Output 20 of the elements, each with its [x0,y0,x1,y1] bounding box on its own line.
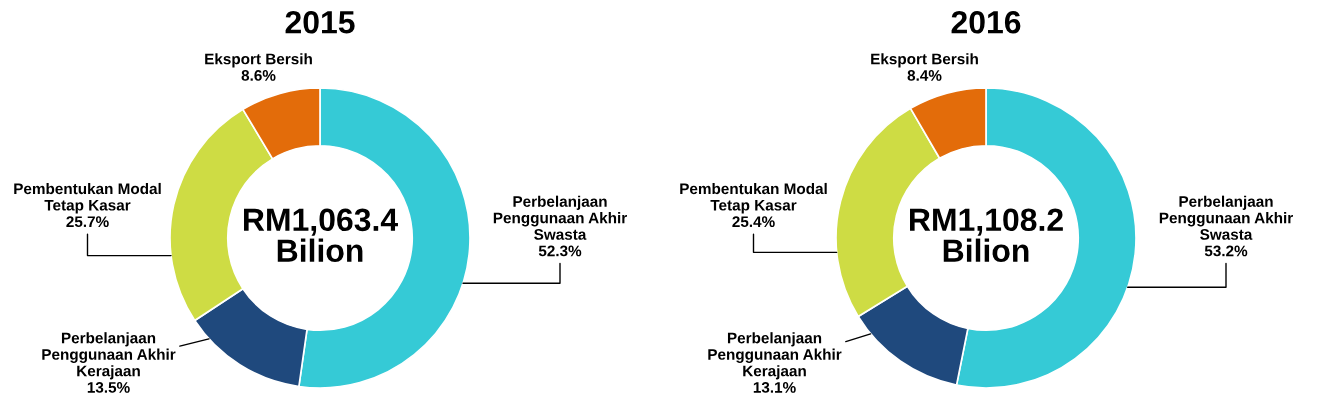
data-label: 8.6% [241,70,276,81]
slice-label: Perbelanjaan Penggunaan Akhir Kerajaan [42,332,176,380]
data-label: 13.5% [87,382,130,393]
data-label: 8.4% [907,70,942,81]
data-label: 25.4% [732,216,775,228]
chart-title: 2015 [285,10,355,34]
data-label: 25.7% [66,216,109,228]
slice-label: Eksport Bersih [205,53,312,68]
slice-label: Pembentukan Modal Tetap Kasar [14,182,161,214]
text: RM1,108.2 Bilion [910,208,1063,263]
data-label: 13.1% [753,382,796,393]
slice-label: Perbelanjaan Penggunaan Akhir Swasta [1159,195,1293,240]
data-label: 53.2% [1204,245,1248,257]
text: RM1,063.4 Bilion [244,208,398,263]
data-label: 52.3% [538,245,582,257]
slice-label: Perbelanjaan Penggunaan Akhir Swasta [493,195,627,240]
chart-title: 2016 [951,10,1021,34]
slice-label: Pembentukan Modal Tetap Kasar [680,182,827,214]
slice-label: Eksport Bersih [871,53,978,68]
slice-label: Perbelanjaan Penggunaan Akhir Kerajaan [708,332,842,380]
